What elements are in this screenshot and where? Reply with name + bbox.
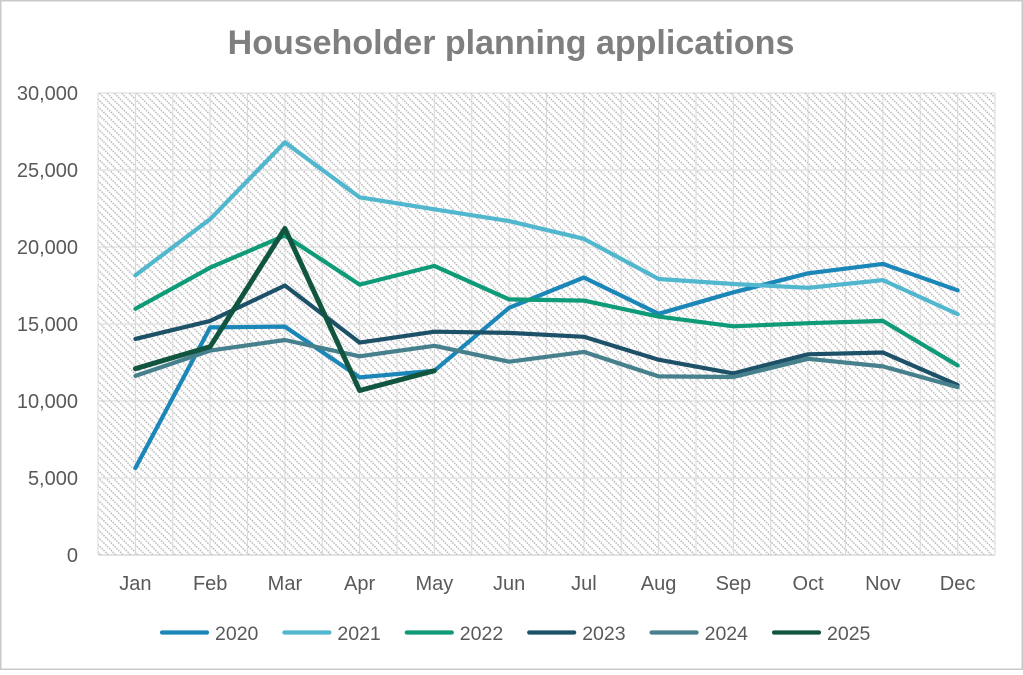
svg-text:Nov: Nov	[865, 573, 901, 595]
svg-text:Mar: Mar	[268, 573, 303, 595]
svg-text:May: May	[416, 573, 454, 595]
svg-text:Dec: Dec	[940, 573, 976, 595]
svg-text:Aug: Aug	[641, 573, 677, 595]
svg-text:20,000: 20,000	[17, 237, 78, 259]
svg-text:Feb: Feb	[193, 573, 227, 595]
svg-text:25,000: 25,000	[17, 160, 78, 182]
svg-text:Householder planning applicati: Householder planning applications	[228, 24, 795, 62]
svg-text:15,000: 15,000	[17, 314, 78, 336]
svg-text:0: 0	[67, 545, 78, 567]
svg-text:2024: 2024	[705, 623, 749, 645]
svg-text:Oct: Oct	[793, 573, 825, 595]
svg-text:10,000: 10,000	[17, 391, 78, 413]
svg-text:2022: 2022	[460, 623, 503, 645]
svg-text:2023: 2023	[582, 623, 625, 645]
svg-text:Jul: Jul	[571, 573, 597, 595]
svg-text:30,000: 30,000	[17, 83, 78, 105]
svg-text:Jun: Jun	[493, 573, 525, 595]
svg-text:2025: 2025	[827, 623, 871, 645]
svg-text:5,000: 5,000	[28, 468, 78, 490]
svg-text:Sep: Sep	[716, 573, 752, 595]
svg-text:Jan: Jan	[119, 573, 151, 595]
svg-text:Apr: Apr	[344, 573, 375, 595]
svg-text:2021: 2021	[337, 623, 380, 645]
svg-text:2020: 2020	[215, 623, 259, 645]
